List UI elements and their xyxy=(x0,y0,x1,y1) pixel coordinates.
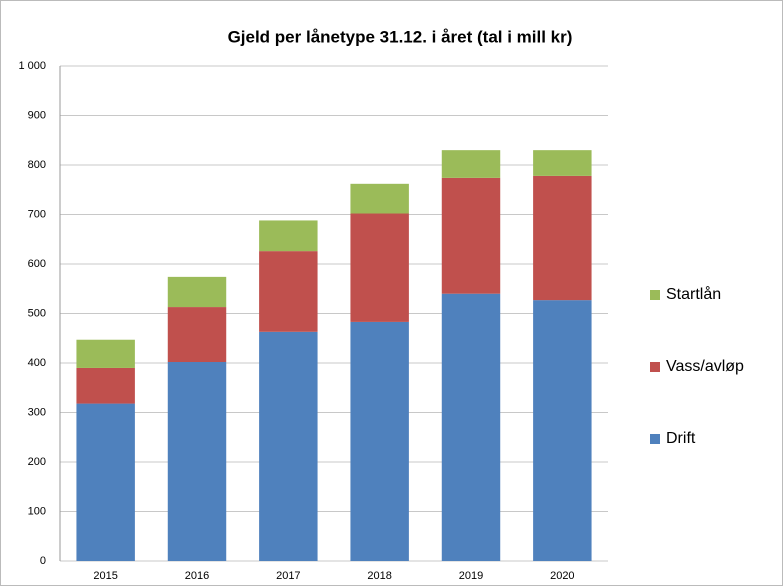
bar-segment xyxy=(259,331,318,561)
chart-title: Gjeld per lånetype 31.12. i året (tal i … xyxy=(228,27,573,46)
x-tick-label: 2016 xyxy=(185,570,209,582)
y-tick-label: 600 xyxy=(28,258,46,270)
y-tick-label: 900 xyxy=(28,109,46,121)
bar-segment xyxy=(167,362,227,561)
bar-segment xyxy=(76,339,135,368)
bar-segment xyxy=(259,251,318,332)
y-tick-label: 100 xyxy=(28,505,46,517)
y-tick-label: 0 xyxy=(40,555,46,567)
legend-label: Startlån xyxy=(666,285,721,303)
y-tick-label: 1 000 xyxy=(18,60,46,72)
bar-segment xyxy=(167,276,227,308)
bar-segment xyxy=(167,307,227,363)
x-tick-label: 2015 xyxy=(93,570,117,582)
bar-segment xyxy=(441,293,501,561)
x-tick-label: 2019 xyxy=(459,570,483,582)
y-tick-label: 300 xyxy=(28,406,46,418)
y-tick-label: 500 xyxy=(28,307,46,319)
bar-segment xyxy=(350,183,409,214)
bar-segment xyxy=(533,150,592,176)
legend-swatch xyxy=(650,362,660,372)
bar-segment xyxy=(76,367,135,404)
y-tick-label: 700 xyxy=(28,208,46,220)
y-tick-label: 200 xyxy=(28,456,46,468)
bar-segment xyxy=(533,300,592,561)
x-tick-label: 2017 xyxy=(276,570,300,582)
bar-segment xyxy=(533,175,592,301)
bar-segment xyxy=(350,213,409,322)
legend-label: Vass/avløp xyxy=(666,358,744,375)
bar-segment xyxy=(441,177,501,294)
y-tick-label: 400 xyxy=(28,357,46,369)
legend-swatch xyxy=(650,434,660,444)
legend-label: Drift xyxy=(666,430,696,447)
y-tick-label: 800 xyxy=(28,159,46,171)
bar-segment xyxy=(76,403,135,561)
bar-segment xyxy=(350,321,409,561)
bar-segment xyxy=(259,220,318,252)
x-tick-label: 2018 xyxy=(367,570,391,582)
x-tick-label: 2020 xyxy=(550,570,574,582)
bar-segment xyxy=(441,150,501,178)
legend-swatch xyxy=(650,290,660,300)
